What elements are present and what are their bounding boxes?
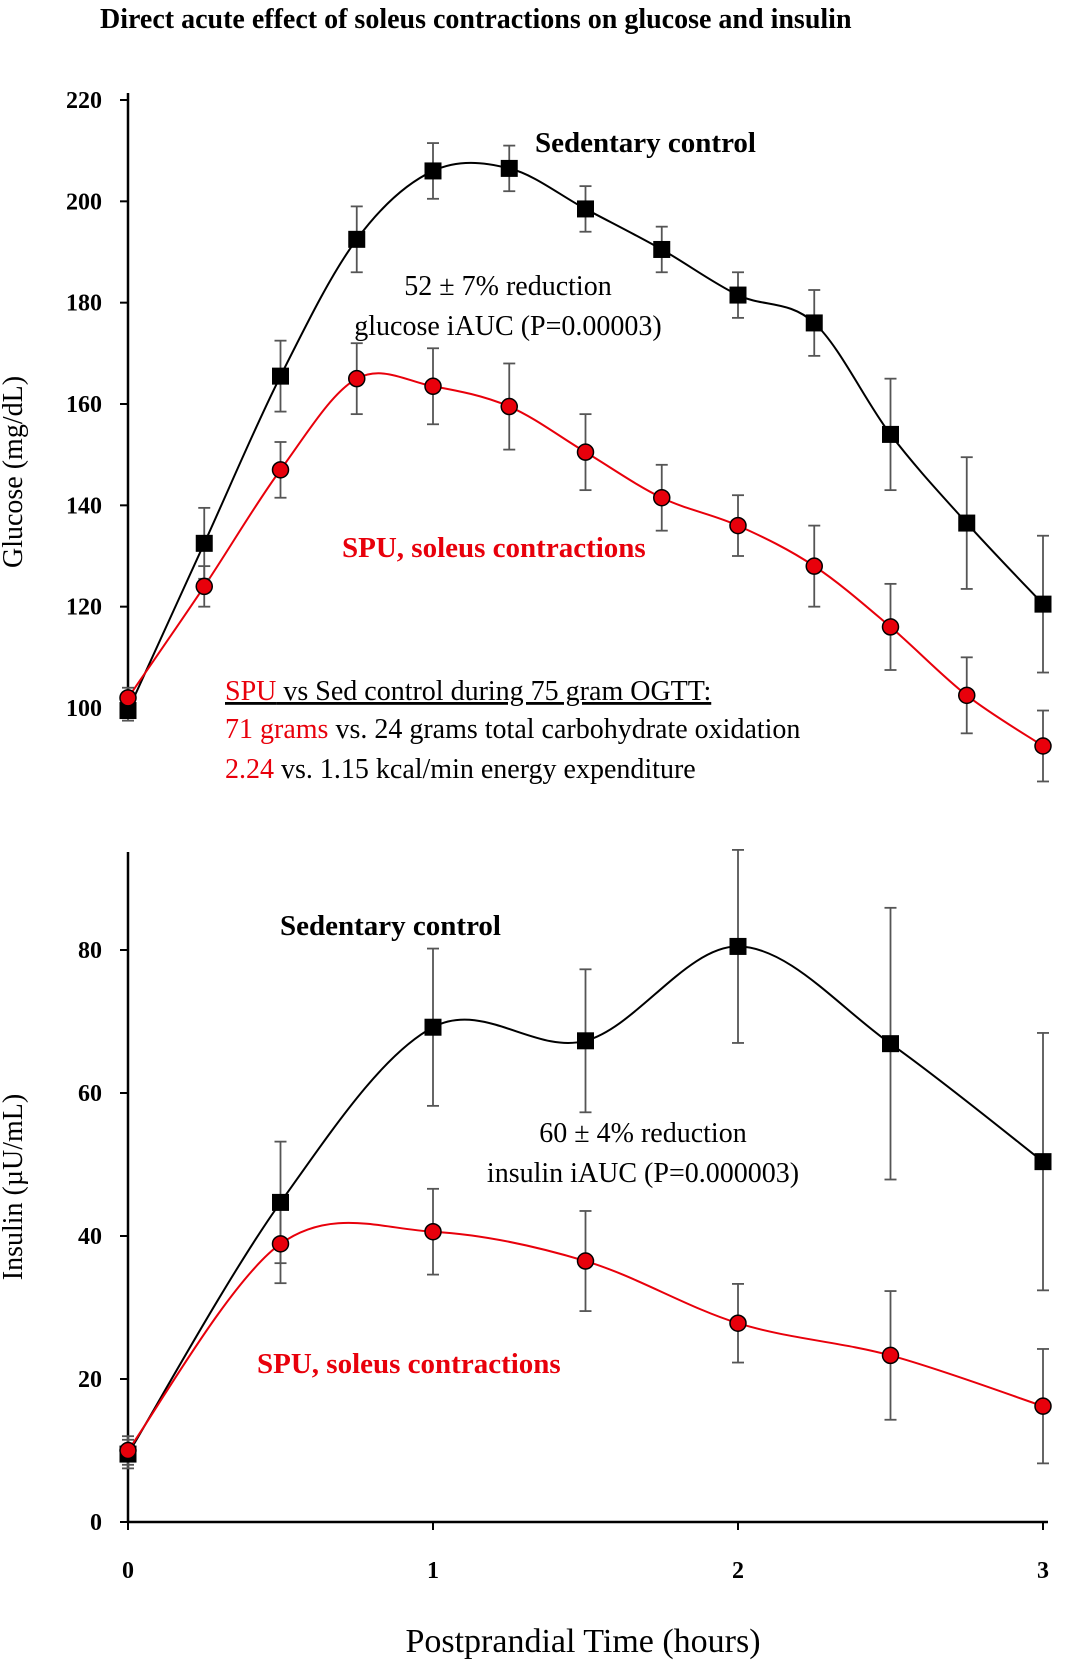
x-tick-label: 3 — [1037, 1558, 1049, 1584]
glucose-y-tick-label: 140 — [66, 493, 102, 519]
glucose-sedentary-point — [882, 425, 899, 443]
ogtt-line3: 2.24 vs. 1.15 kcal/min energy expenditur… — [225, 754, 696, 785]
glucose-y-tick-label: 180 — [66, 291, 102, 317]
insulin-sedentary-point — [272, 1193, 289, 1211]
x-tick-label: 1 — [427, 1558, 439, 1584]
ogtt-line3-red: 2.24 — [225, 754, 274, 785]
glucose-markers — [119, 159, 1052, 755]
insulin-reduction-line1: 60 ± 4% reduction — [539, 1118, 746, 1149]
glucose-spu-label: SPU, soleus contractions — [342, 532, 646, 564]
insulin-spu-point — [576, 1252, 595, 1270]
insulin-chart: 0 20 40 60 80 0 1 2 3 Insulin (µU/mL) Postprand… — [0, 849, 1052, 1660]
insulin-spu-point — [729, 1314, 747, 1332]
glucose-spu-point — [576, 443, 595, 461]
insulin-sedentary-point — [424, 1018, 442, 1036]
insulin-y-tick-label: 40 — [78, 1224, 102, 1250]
glucose-y-tick-label: 200 — [66, 189, 102, 215]
glucose-sedentary-point — [424, 162, 442, 180]
ogtt-line3-black: vs. 1.15 kcal/min energy expenditure — [274, 754, 696, 785]
insulin-y-tick-label: 20 — [78, 1367, 102, 1393]
insulin-x-ticks: 0 1 2 3 — [122, 1522, 1049, 1584]
glucose-reduction-line2: glucose iAUC (P=0.00003) — [354, 311, 661, 342]
x-axis-label: Postprandial Time (hours) — [405, 1623, 760, 1660]
glucose-sedentary-point — [119, 702, 137, 720]
glucose-sedentary-point — [1034, 595, 1052, 613]
glucose-spu-point — [1034, 737, 1052, 755]
x-tick-label: 2 — [732, 1558, 744, 1584]
glucose-spu-point — [348, 369, 366, 388]
insulin-spu-point — [881, 1346, 900, 1365]
glucose-sedentary-point — [195, 534, 213, 552]
glucose-spu-point — [271, 461, 290, 479]
figure-title: Direct acute effect of soleus contractio… — [100, 4, 852, 35]
glucose-y-axis-label: Glucose (mg/dL) — [0, 376, 29, 568]
glucose-sedentary-point — [577, 200, 594, 218]
glucose-sedentary-label: Sedentary control — [535, 127, 756, 159]
glucose-chart: 100 120 140 160 180 200 220 Glucose (mg/dL) Se… — [0, 88, 1052, 785]
glucose-y-tick-label: 160 — [66, 392, 102, 418]
insulin-spu-point — [119, 1441, 137, 1460]
insulin-sedentary-point — [882, 1035, 899, 1053]
glucose-spu-point — [119, 689, 137, 707]
ogtt-line2-red: 71 grams — [225, 714, 328, 745]
glucose-spu-point — [500, 397, 518, 416]
glucose-spu-point — [195, 577, 213, 596]
glucose-sedentary-point — [653, 240, 671, 258]
x-tick-label: 0 — [122, 1558, 134, 1584]
glucose-spu-point — [881, 618, 900, 636]
glucose-sedentary-point — [729, 286, 747, 304]
glucose-spu-point — [958, 686, 976, 705]
glucose-reduction-line1: 52 ± 7% reduction — [404, 271, 611, 302]
ogtt-line1-red: SPU — [225, 676, 276, 707]
glucose-spu-point — [805, 557, 823, 575]
insulin-spu-label: SPU, soleus contractions — [257, 1348, 561, 1380]
glucose-y-tick-label: 220 — [66, 88, 102, 114]
insulin-sedentary-point — [1034, 1153, 1052, 1171]
ogtt-line2-black: vs. 24 grams total carbohydrate oxidatio… — [328, 714, 800, 745]
glucose-sedentary-point — [348, 230, 366, 248]
insulin-y-tick-label: 80 — [78, 938, 102, 964]
glucose-sedentary-point — [272, 367, 289, 385]
glucose-sedentary-point — [500, 159, 518, 177]
glucose-spu-point — [729, 516, 747, 535]
insulin-sedentary-point — [729, 937, 747, 955]
insulin-sedentary-label: Sedentary control — [280, 910, 501, 942]
ogtt-line1-black: vs Sed control during 75 gram OGTT: — [276, 676, 711, 707]
ogtt-line2: 71 grams vs. 24 grams total carbohydrate… — [225, 714, 800, 745]
insulin-spu-point — [1034, 1397, 1052, 1415]
insulin-spu-point — [271, 1235, 290, 1253]
glucose-spu-point — [653, 488, 671, 507]
glucose-y-ticks: 100 120 140 160 180 200 220 — [66, 88, 128, 722]
insulin-y-axis-label: Insulin (µU/mL) — [0, 1094, 29, 1280]
glucose-y-tick-label: 120 — [66, 595, 102, 621]
insulin-reduction-line2: insulin iAUC (P=0.000003) — [487, 1158, 799, 1189]
insulin-y-tick-label: 0 — [90, 1510, 102, 1536]
glucose-sedentary-point — [805, 314, 823, 332]
glucose-y-tick-label: 100 — [66, 696, 102, 722]
insulin-y-tick-label: 60 — [78, 1081, 102, 1107]
glucose-sedentary-point — [958, 514, 976, 532]
insulin-markers — [119, 937, 1052, 1463]
insulin-spu-point — [424, 1222, 442, 1241]
insulin-sedentary-point — [577, 1032, 594, 1050]
insulin-y-ticks: 0 20 40 60 80 — [78, 938, 128, 1536]
glucose-spu-point — [424, 377, 442, 396]
ogtt-line1: SPU vs Sed control during 75 gram OGTT: — [225, 676, 711, 707]
